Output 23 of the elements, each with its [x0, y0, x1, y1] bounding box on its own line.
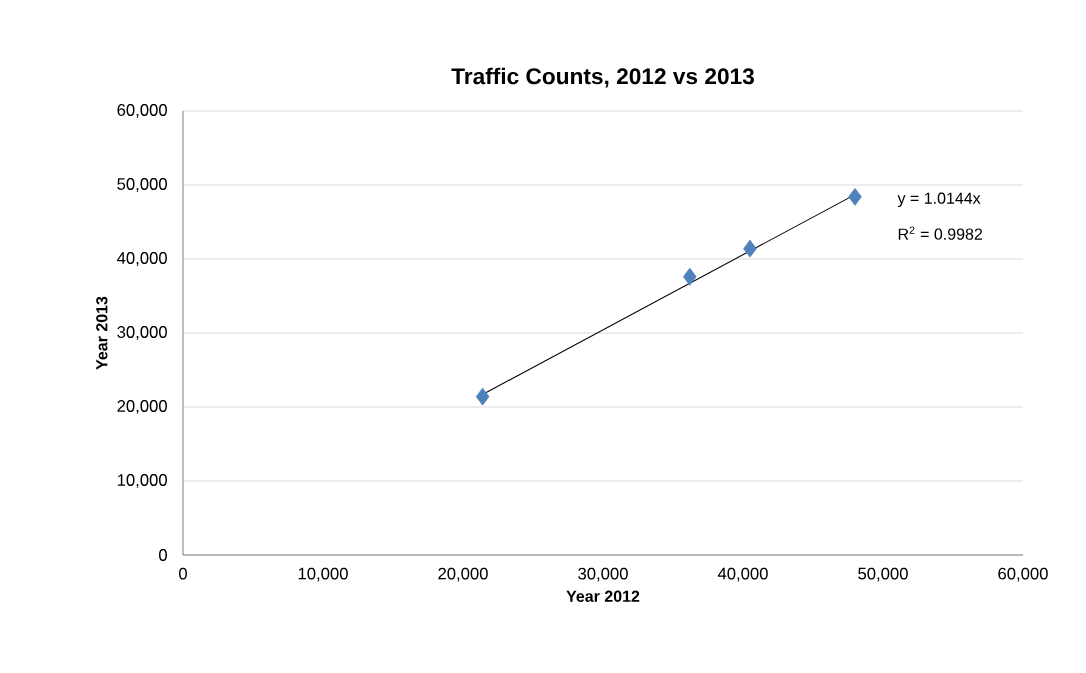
y-tick-label: 50,000	[117, 178, 167, 192]
y-tick-label: 60,000	[117, 104, 167, 118]
y-tick-label: 20,000	[117, 400, 167, 414]
annotation: y = 1.0144x	[897, 192, 981, 208]
y-tick-label: 10,000	[117, 474, 167, 488]
x-tick-label: 50,000	[858, 567, 908, 582]
x-axis-title: Year 2012	[566, 590, 640, 602]
annotation: R$^{2}$ = 0.9982	[898, 226, 982, 240]
y-tick-label: 40,000	[117, 252, 167, 266]
y-tick-label: 0	[159, 549, 167, 561]
x-tick-label: 10,000	[298, 567, 348, 582]
x-tick-label: 60,000	[998, 567, 1048, 582]
x-tick-label: 40,000	[717, 567, 768, 582]
chart-title: Traffic Counts, 2012 vs 2013	[451, 67, 754, 88]
y-tick-label: 30,000	[117, 326, 167, 340]
point	[743, 239, 757, 258]
point	[848, 187, 862, 206]
x-tick-label: 20,000	[438, 567, 488, 582]
y-axis-title: Year 2013	[96, 296, 108, 370]
point	[683, 267, 697, 286]
x-tick-label: 30,000	[578, 567, 628, 582]
x-tick-label: 0	[179, 567, 187, 580]
point	[475, 387, 490, 406]
